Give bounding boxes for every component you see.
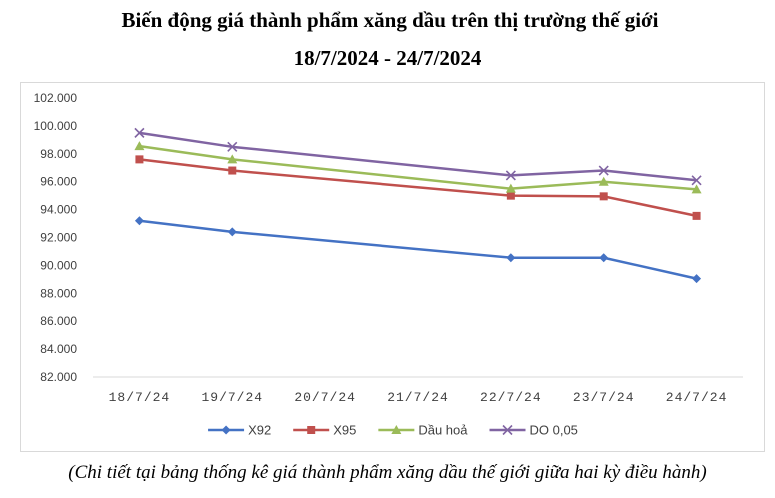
y-tick-label: 90.000 [40,258,77,272]
legend-label-x92: X92 [248,423,271,438]
y-tick-label: 82.000 [40,370,77,384]
x-tick-label: 18/7/24 [109,390,171,405]
legend-marker-do-0-05 [502,424,513,436]
series-line-do-0-05 [139,131,697,182]
series-line-x92 [139,219,697,280]
x-tick-label: 22/7/24 [480,390,542,405]
y-tick-label: 102.000 [34,91,78,105]
chart-date-range: 18/7/2024 - 24/7/2024 [293,46,482,70]
data-point-d-u-ho- [691,184,702,194]
legend-marker-x92 [221,425,231,435]
x-tick-label: 23/7/24 [573,390,635,405]
series-line-x95 [139,158,697,218]
legend-marker-d-u-ho- [391,425,402,434]
x-tick-label: 19/7/24 [201,390,263,405]
data-point-x95 [506,191,515,200]
data-point-do-0-05 [691,175,702,186]
data-point-x95 [228,166,237,175]
data-point-x92 [692,274,702,284]
x-tick-label: 20/7/24 [294,390,356,405]
data-point-x92 [506,253,516,263]
y-tick-label: 84.000 [40,342,77,356]
data-point-d-u-ho- [227,154,238,164]
line-chart: 82.000 84.000 86.000 88.000 90.000 92.000 94.0… [34,91,743,438]
data-point-d-u-ho- [134,141,145,151]
legend-label-d-u-ho-: Dầu hoả [418,423,468,438]
y-tick-label: 92.000 [40,231,77,245]
data-point-x92 [227,227,237,237]
x-tick-label: 21/7/24 [387,390,449,405]
x-tick-label: 24/7/24 [666,390,728,405]
data-point-do-0-05 [134,127,145,138]
series-line-d-u-ho- [139,144,697,191]
data-point-x95 [135,155,144,164]
y-tick-label: 96.000 [40,175,77,189]
data-point-d-u-ho- [505,183,516,193]
legend-label-do-0-05: DO 0,05 [530,423,578,438]
chart-title: Biến động giá thành phẩm xăng dầu trên t… [121,8,659,32]
data-point-d-u-ho- [598,176,609,186]
data-point-x95 [599,192,608,201]
data-point-do-0-05 [598,165,609,176]
data-point-x92 [134,216,144,226]
legend-marker-x95 [307,426,316,434]
data-point-do-0-05 [505,170,516,181]
data-point-x95 [692,211,701,220]
data-point-do-0-05 [227,141,238,152]
chart-caption: (Chi tiết tại bảng thống kê giá thành ph… [68,462,707,483]
y-tick-label: 86.000 [40,314,77,328]
data-point-x92 [599,253,609,263]
y-tick-label: 88.000 [40,286,77,300]
y-tick-label: 94.000 [40,203,77,217]
y-tick-label: 98.000 [40,147,77,161]
chart-area: 82.000 84.000 86.000 88.000 90.000 92.000 94.0… [20,82,765,452]
legend-label-x95: X95 [333,423,356,438]
y-tick-label: 100.000 [34,119,78,133]
